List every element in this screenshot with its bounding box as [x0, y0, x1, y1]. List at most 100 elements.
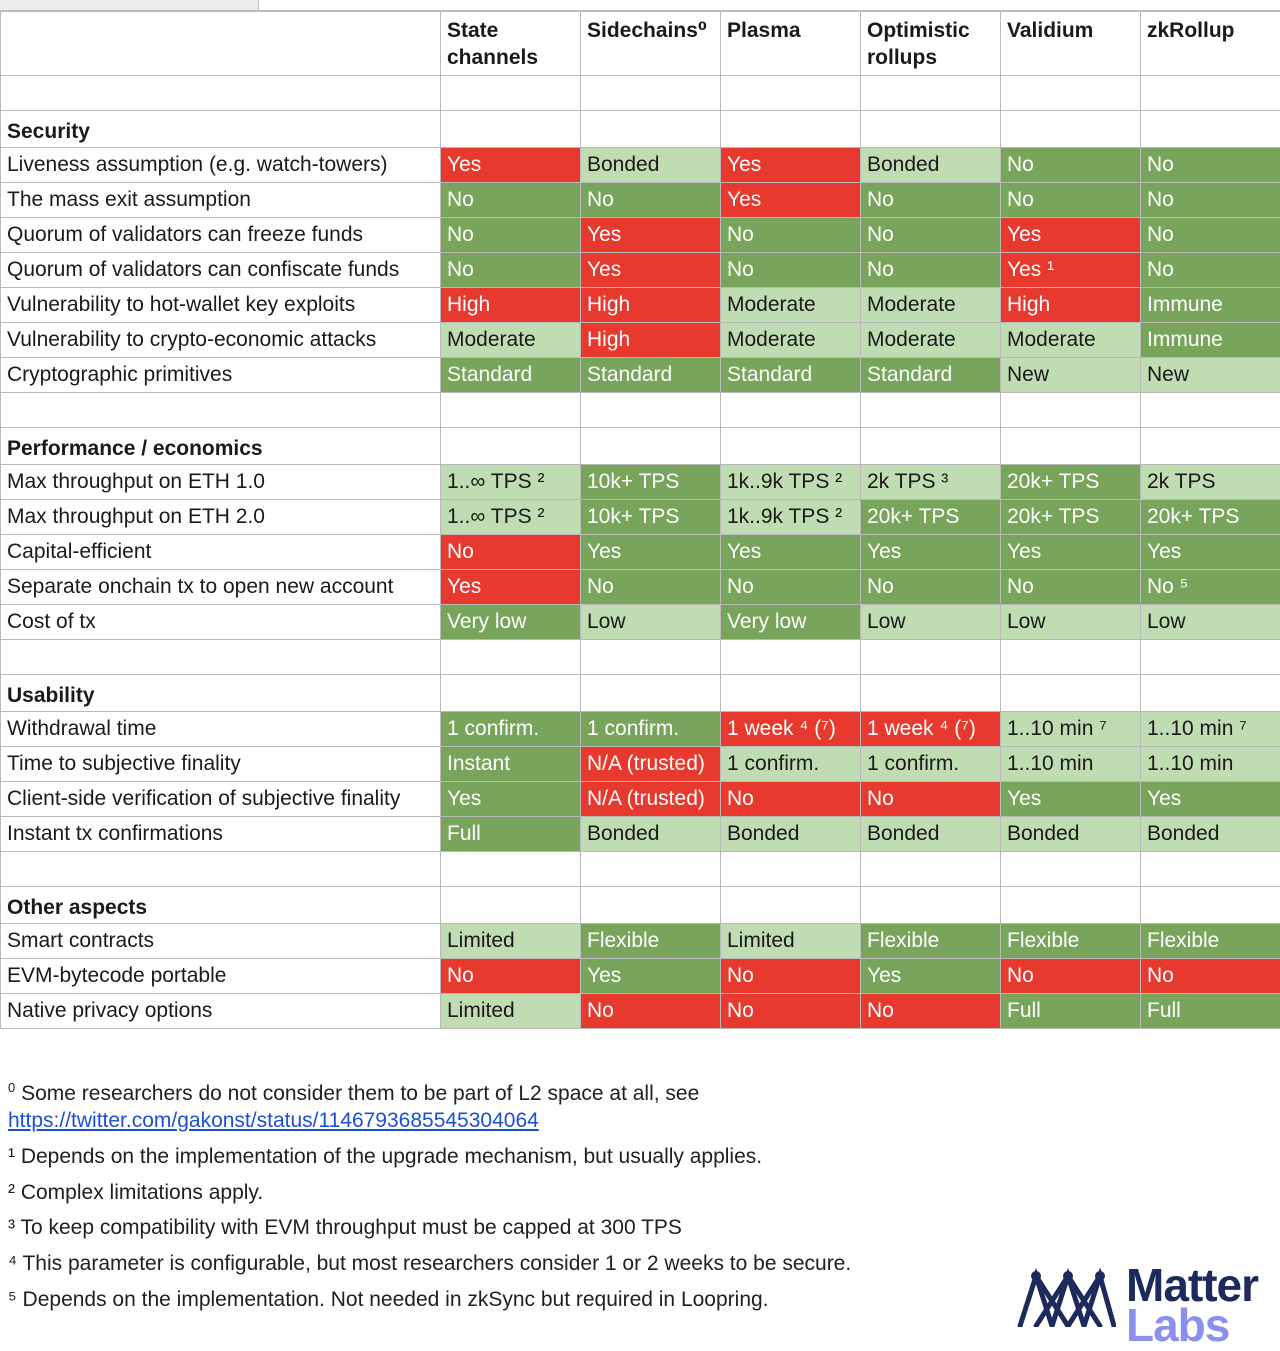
row-label[interactable]: Max throughput on ETH 1.0: [1, 465, 441, 500]
empty-cell[interactable]: [441, 111, 581, 148]
value-cell-state-channels[interactable]: 1..∞ TPS ²: [441, 465, 581, 500]
value-cell-sidechains[interactable]: No: [581, 994, 721, 1029]
value-cell-optimistic-rollups[interactable]: Standard: [861, 358, 1001, 393]
value-cell-optimistic-rollups[interactable]: 1 week ⁴ (⁷): [861, 712, 1001, 747]
value-cell-optimistic-rollups[interactable]: Yes: [861, 535, 1001, 570]
value-cell-validium[interactable]: Full: [1001, 994, 1141, 1029]
empty-cell[interactable]: [861, 111, 1001, 148]
empty-cell[interactable]: [1141, 393, 1280, 428]
value-cell-zkrollup[interactable]: Low: [1141, 605, 1280, 640]
value-cell-zkrollup[interactable]: 1..10 min ⁷: [1141, 712, 1280, 747]
empty-cell[interactable]: [721, 640, 861, 675]
value-cell-optimistic-rollups[interactable]: No: [861, 994, 1001, 1029]
empty-cell[interactable]: [861, 852, 1001, 887]
value-cell-optimistic-rollups[interactable]: No: [861, 218, 1001, 253]
empty-cell[interactable]: [861, 428, 1001, 465]
value-cell-optimistic-rollups[interactable]: 1 confirm.: [861, 747, 1001, 782]
value-cell-sidechains[interactable]: N/A (trusted): [581, 782, 721, 817]
value-cell-zkrollup[interactable]: No: [1141, 183, 1280, 218]
empty-cell[interactable]: [1001, 640, 1141, 675]
value-cell-plasma[interactable]: No: [721, 218, 861, 253]
value-cell-zkrollup[interactable]: New: [1141, 358, 1280, 393]
empty-cell[interactable]: [441, 428, 581, 465]
empty-cell[interactable]: [1, 76, 441, 111]
empty-cell[interactable]: [861, 640, 1001, 675]
empty-cell[interactable]: [581, 640, 721, 675]
empty-cell[interactable]: [1, 393, 441, 428]
empty-cell[interactable]: [581, 852, 721, 887]
value-cell-sidechains[interactable]: 10k+ TPS: [581, 465, 721, 500]
value-cell-sidechains[interactable]: Yes: [581, 959, 721, 994]
value-cell-sidechains[interactable]: Low: [581, 605, 721, 640]
value-cell-optimistic-rollups[interactable]: No: [861, 570, 1001, 605]
value-cell-validium[interactable]: 20k+ TPS: [1001, 500, 1141, 535]
value-cell-plasma[interactable]: No: [721, 253, 861, 288]
value-cell-validium[interactable]: 1..10 min: [1001, 747, 1141, 782]
row-label[interactable]: Withdrawal time: [1, 712, 441, 747]
empty-cell[interactable]: [1141, 428, 1280, 465]
value-cell-sidechains[interactable]: High: [581, 288, 721, 323]
empty-cell[interactable]: [441, 675, 581, 712]
empty-cell[interactable]: [861, 393, 1001, 428]
value-cell-plasma[interactable]: 1 confirm.: [721, 747, 861, 782]
value-cell-zkrollup[interactable]: Flexible: [1141, 924, 1280, 959]
value-cell-state-channels[interactable]: No: [441, 959, 581, 994]
section-title[interactable]: Usability: [1, 675, 441, 712]
row-label[interactable]: Capital-efficient: [1, 535, 441, 570]
empty-cell[interactable]: [1001, 76, 1141, 111]
value-cell-validium[interactable]: Flexible: [1001, 924, 1141, 959]
value-cell-state-channels[interactable]: Yes: [441, 148, 581, 183]
empty-cell[interactable]: [721, 675, 861, 712]
value-cell-optimistic-rollups[interactable]: 20k+ TPS: [861, 500, 1001, 535]
empty-cell[interactable]: [581, 393, 721, 428]
empty-cell[interactable]: [441, 393, 581, 428]
row-label[interactable]: Quorum of validators can freeze funds: [1, 218, 441, 253]
value-cell-state-channels[interactable]: No: [441, 253, 581, 288]
value-cell-sidechains[interactable]: No: [581, 183, 721, 218]
empty-cell[interactable]: [1, 852, 441, 887]
value-cell-validium[interactable]: Yes: [1001, 535, 1141, 570]
empty-cell[interactable]: [581, 111, 721, 148]
empty-cell[interactable]: [1, 640, 441, 675]
value-cell-plasma[interactable]: No: [721, 782, 861, 817]
empty-cell[interactable]: [1001, 887, 1141, 924]
value-cell-plasma[interactable]: Standard: [721, 358, 861, 393]
value-cell-state-channels[interactable]: Limited: [441, 994, 581, 1029]
empty-cell[interactable]: [721, 887, 861, 924]
value-cell-optimistic-rollups[interactable]: Yes: [861, 959, 1001, 994]
value-cell-zkrollup[interactable]: Yes: [1141, 535, 1280, 570]
value-cell-validium[interactable]: 1..10 min ⁷: [1001, 712, 1141, 747]
value-cell-optimistic-rollups[interactable]: Moderate: [861, 288, 1001, 323]
value-cell-zkrollup[interactable]: Immune: [1141, 288, 1280, 323]
value-cell-optimistic-rollups[interactable]: Moderate: [861, 323, 1001, 358]
value-cell-state-channels[interactable]: No: [441, 183, 581, 218]
section-title[interactable]: Security: [1, 111, 441, 148]
value-cell-plasma[interactable]: 1k..9k TPS ²: [721, 465, 861, 500]
empty-cell[interactable]: [581, 887, 721, 924]
value-cell-validium[interactable]: Yes ¹: [1001, 253, 1141, 288]
value-cell-sidechains[interactable]: 10k+ TPS: [581, 500, 721, 535]
empty-cell[interactable]: [1141, 111, 1280, 148]
value-cell-sidechains[interactable]: No: [581, 570, 721, 605]
empty-cell[interactable]: [1141, 887, 1280, 924]
value-cell-sidechains[interactable]: N/A (trusted): [581, 747, 721, 782]
row-label[interactable]: Vulnerability to hot-wallet key exploits: [1, 288, 441, 323]
empty-cell[interactable]: [1001, 428, 1141, 465]
column-header-plasma[interactable]: Plasma: [721, 12, 861, 76]
empty-cell[interactable]: [861, 76, 1001, 111]
row-label[interactable]: Instant tx confirmations: [1, 817, 441, 852]
value-cell-optimistic-rollups[interactable]: Flexible: [861, 924, 1001, 959]
value-cell-plasma[interactable]: 1k..9k TPS ²: [721, 500, 861, 535]
value-cell-zkrollup[interactable]: 1..10 min: [1141, 747, 1280, 782]
value-cell-validium[interactable]: Bonded: [1001, 817, 1141, 852]
value-cell-validium[interactable]: Yes: [1001, 782, 1141, 817]
value-cell-zkrollup[interactable]: No: [1141, 253, 1280, 288]
value-cell-plasma[interactable]: Yes: [721, 535, 861, 570]
value-cell-state-channels[interactable]: Yes: [441, 782, 581, 817]
value-cell-sidechains[interactable]: Bonded: [581, 148, 721, 183]
row-label[interactable]: Time to subjective finality: [1, 747, 441, 782]
empty-cell[interactable]: [581, 675, 721, 712]
empty-cell[interactable]: [861, 675, 1001, 712]
value-cell-zkrollup[interactable]: No: [1141, 148, 1280, 183]
value-cell-validium[interactable]: No: [1001, 959, 1141, 994]
